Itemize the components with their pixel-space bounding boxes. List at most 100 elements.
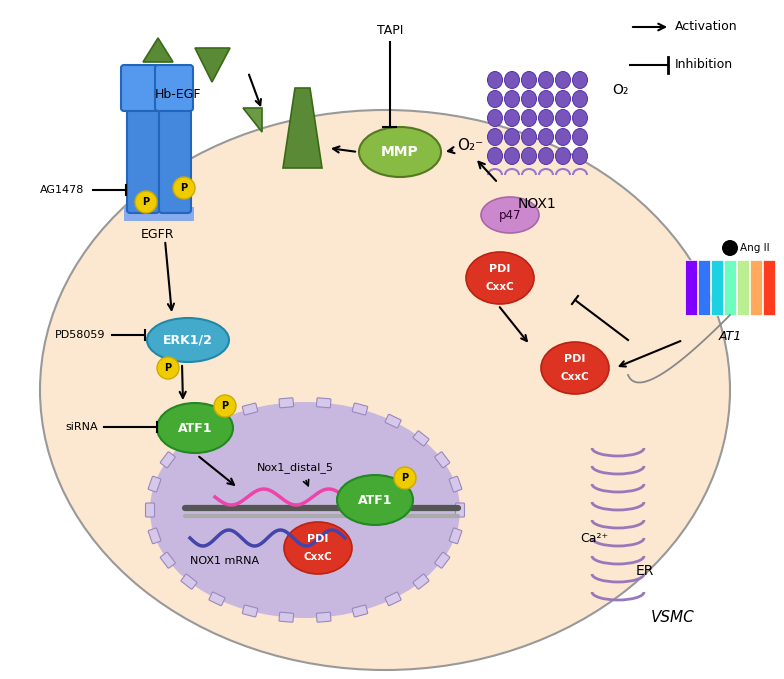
Bar [737,260,749,315]
Text: O₂⁻: O₂⁻ [457,138,483,153]
Ellipse shape [572,71,587,88]
Text: p47: p47 [499,208,521,221]
Polygon shape [195,48,230,82]
Polygon shape [243,108,262,132]
FancyBboxPatch shape [413,574,429,589]
Ellipse shape [337,475,413,525]
Ellipse shape [572,128,587,145]
Ellipse shape [521,147,536,164]
Text: PDI: PDI [489,264,510,274]
Circle shape [394,467,416,489]
Ellipse shape [556,128,571,145]
FancyBboxPatch shape [352,403,368,415]
Ellipse shape [539,147,554,164]
Text: CxxC: CxxC [485,282,514,292]
Bar [711,260,723,315]
Text: AG1478: AG1478 [40,185,84,195]
Text: Inhibition: Inhibition [675,58,733,71]
FancyBboxPatch shape [413,431,429,446]
Ellipse shape [150,402,460,618]
FancyBboxPatch shape [181,574,197,589]
Text: P: P [143,197,150,207]
Ellipse shape [556,109,571,126]
Text: Ca²⁺: Ca²⁺ [580,532,608,545]
Text: PD58059: PD58059 [55,330,105,340]
FancyBboxPatch shape [160,452,175,468]
Ellipse shape [539,71,554,88]
Text: siRNA: siRNA [66,422,98,432]
Text: ATF1: ATF1 [178,422,212,435]
Text: ER: ER [636,564,655,578]
Ellipse shape [556,90,571,107]
Text: TAPI: TAPI [377,24,403,37]
Text: CxxC: CxxC [303,552,332,562]
Bar [685,260,697,315]
Ellipse shape [572,147,587,164]
FancyBboxPatch shape [148,476,161,492]
Ellipse shape [556,147,571,164]
FancyBboxPatch shape [317,398,331,408]
Bar [750,260,762,315]
Ellipse shape [572,90,587,107]
Text: EGFR: EGFR [141,229,175,242]
Ellipse shape [359,127,441,177]
Text: PDI: PDI [307,534,328,544]
FancyBboxPatch shape [449,528,462,544]
Text: ERK1/2: ERK1/2 [163,333,213,346]
Ellipse shape [504,128,520,145]
Polygon shape [143,38,173,62]
FancyBboxPatch shape [181,431,197,446]
Bar [724,260,736,315]
FancyBboxPatch shape [209,414,225,428]
Circle shape [214,395,236,417]
Ellipse shape [556,71,571,88]
Ellipse shape [488,147,503,164]
Ellipse shape [504,90,520,107]
FancyBboxPatch shape [449,476,462,492]
Text: Activation: Activation [675,20,738,33]
Text: AT1: AT1 [718,330,742,343]
Text: P: P [401,473,408,483]
Ellipse shape [157,403,233,453]
FancyBboxPatch shape [435,552,450,568]
Ellipse shape [488,71,503,88]
FancyBboxPatch shape [209,592,225,606]
Text: O₂: O₂ [612,83,628,97]
Bar [124,207,194,221]
FancyBboxPatch shape [146,503,154,517]
Polygon shape [283,88,322,168]
Ellipse shape [504,147,520,164]
Text: MMP: MMP [381,145,419,159]
Ellipse shape [539,109,554,126]
Ellipse shape [488,90,503,107]
FancyBboxPatch shape [242,605,258,617]
FancyBboxPatch shape [148,528,161,544]
Ellipse shape [541,342,609,394]
Ellipse shape [466,252,534,304]
Ellipse shape [40,110,730,670]
Ellipse shape [481,197,539,233]
Ellipse shape [488,109,503,126]
Text: Ang II: Ang II [740,243,770,253]
Bar [698,260,710,315]
Circle shape [722,240,738,256]
Text: PDI: PDI [564,354,586,364]
FancyBboxPatch shape [456,503,464,517]
FancyBboxPatch shape [155,65,193,111]
Ellipse shape [572,109,587,126]
Circle shape [157,357,179,379]
Text: VSMC: VSMC [652,610,695,625]
FancyBboxPatch shape [435,452,450,468]
FancyBboxPatch shape [352,605,368,617]
FancyBboxPatch shape [127,97,159,213]
FancyBboxPatch shape [385,414,401,428]
Ellipse shape [147,318,229,362]
Text: Hb-EGF: Hb-EGF [155,88,201,101]
Text: P: P [221,401,229,411]
Text: ATF1: ATF1 [358,494,392,507]
Ellipse shape [521,109,536,126]
FancyBboxPatch shape [279,612,293,622]
Ellipse shape [539,128,554,145]
Text: P: P [180,183,187,193]
Ellipse shape [284,522,352,574]
